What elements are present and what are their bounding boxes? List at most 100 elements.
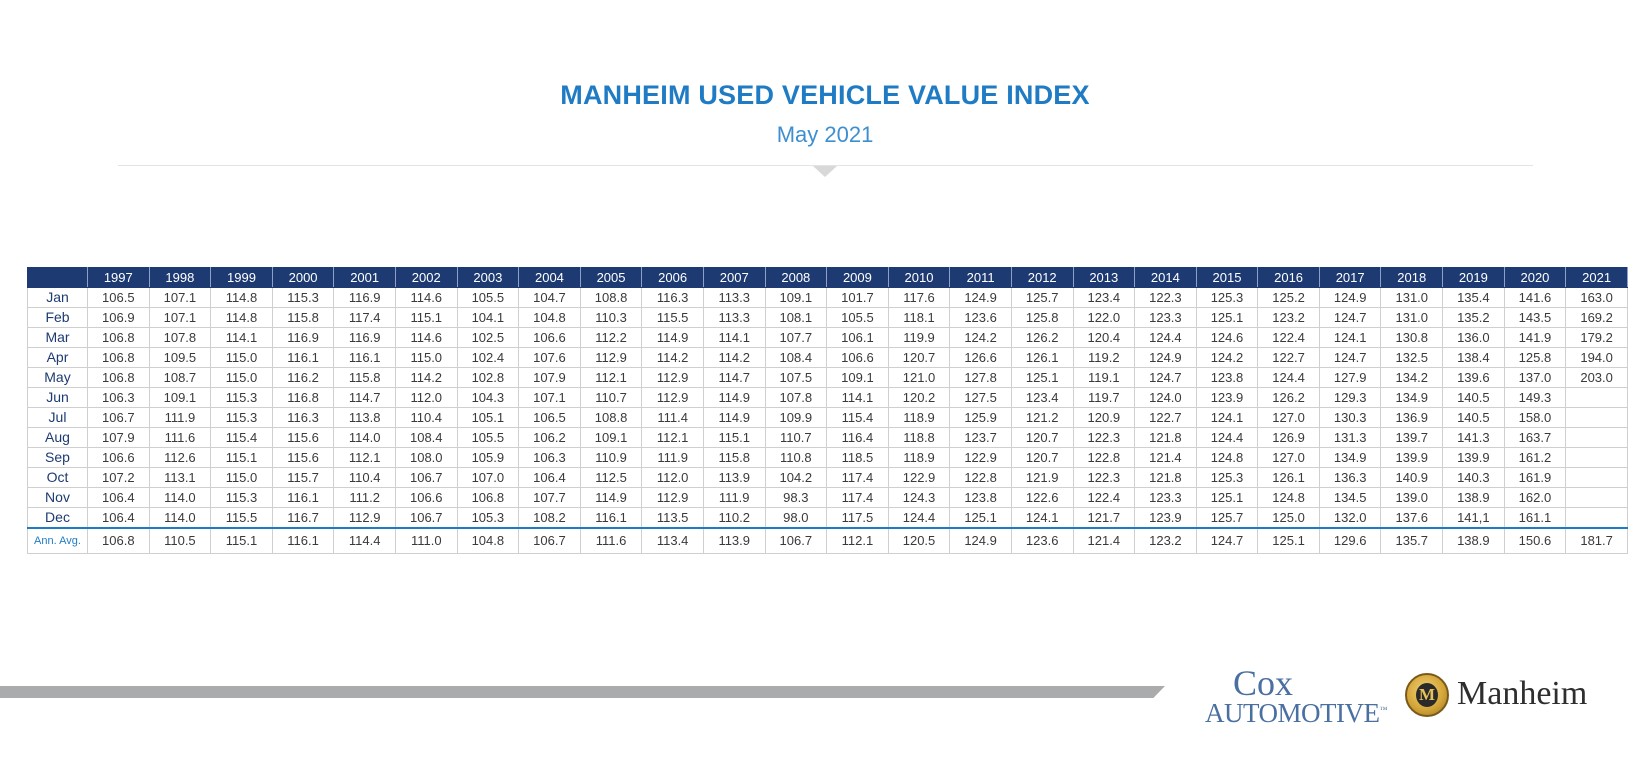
index-value-cell: 163.0: [1565, 287, 1628, 308]
index-value-cell: 102.5: [456, 327, 520, 348]
index-value-cell: 114.7: [333, 387, 396, 408]
index-value-cell: 110.4: [394, 407, 458, 428]
index-value-cell: 116.1: [579, 507, 643, 529]
index-value-cell: [1565, 387, 1628, 408]
index-value-cell: 139.6: [1442, 367, 1505, 388]
index-value-cell: 125.1: [1257, 527, 1320, 554]
index-value-cell: 140.5: [1442, 407, 1505, 428]
index-value-cell: 122.3: [1134, 287, 1197, 308]
table-row: Feb 106.9 107.1 114.8 115.8 117.4 115.1 104.1 10…: [27, 307, 1628, 328]
index-value-cell: 127.8: [949, 367, 1012, 388]
index-value-cell: 107.1: [518, 387, 581, 408]
index-value-cell: 116.1: [271, 487, 335, 508]
index-value-cell: 110.3: [579, 307, 643, 328]
index-value-cell: 134.9: [1380, 387, 1444, 408]
index-value-cell: 139.9: [1380, 447, 1444, 468]
index-value-cell: 110.8: [764, 447, 828, 468]
index-value-cell: 114.2: [394, 367, 458, 388]
index-value-cell: 124.1: [1318, 327, 1382, 348]
index-value-cell: 107.8: [764, 387, 828, 408]
index-value-cell: 112.6: [148, 447, 212, 468]
index-value-cell: 120.7: [887, 347, 951, 368]
index-value-cell: 127.9: [1318, 367, 1382, 388]
index-value-cell: 110.7: [764, 427, 828, 448]
index-value-cell: 112.9: [641, 487, 704, 508]
index-value-cell: 115.3: [210, 407, 273, 428]
index-value-cell: 116.8: [271, 387, 335, 408]
index-value-cell: 138.9: [1442, 527, 1505, 554]
index-value-cell: 115.4: [210, 427, 273, 448]
index-value-cell: 116.1: [271, 527, 335, 554]
index-value-cell: 104.8: [456, 527, 520, 554]
index-value-cell: 114.8: [210, 287, 273, 308]
index-value-cell: 120.7: [1010, 427, 1074, 448]
index-value-cell: 124.8: [1257, 487, 1320, 508]
index-value-cell: 111.9: [702, 487, 766, 508]
year-header-2007: 2007: [702, 267, 766, 288]
index-value-cell: 107.6: [518, 347, 581, 368]
year-header-2020: 2020: [1503, 267, 1567, 288]
index-value-cell: 109.1: [579, 427, 643, 448]
table-body: Jan 106.5 107.1 114.8 115.3 116.9 114.6 105.5 10…: [27, 287, 1628, 554]
index-value-cell: 111.4: [641, 407, 704, 428]
index-value-cell: 114.1: [826, 387, 889, 408]
index-value-cell: 113.5: [641, 507, 704, 529]
index-value-cell: 115.1: [210, 447, 273, 468]
index-value-cell: 114.4: [333, 527, 396, 554]
index-value-cell: 115.8: [702, 447, 766, 468]
index-value-cell: 125.1: [1010, 367, 1074, 388]
index-value-cell: 127.0: [1257, 447, 1320, 468]
index-value-cell: 130.8: [1380, 327, 1444, 348]
month-label: Jan: [27, 287, 88, 308]
index-value-cell: 126.1: [1257, 467, 1320, 488]
index-value-cell: 98.0: [764, 507, 828, 529]
index-value-cell: 106.8: [87, 327, 150, 348]
index-value-cell: 116.1: [271, 347, 335, 368]
month-label: Apr: [27, 347, 88, 368]
index-value-cell: 124.7: [1318, 347, 1382, 368]
index-value-cell: 194.0: [1565, 347, 1628, 368]
index-value-cell: 106.9: [87, 307, 150, 328]
index-value-cell: 106.7: [394, 467, 458, 488]
index-value-cell: 114.9: [579, 487, 643, 508]
page-subtitle: May 2021: [776, 122, 874, 147]
index-value-cell: 108.4: [764, 347, 828, 368]
index-value-cell: 115.5: [641, 307, 704, 328]
index-value-cell: 162.0: [1503, 487, 1567, 508]
index-value-cell: 112.1: [641, 427, 704, 448]
year-header-2021: 2021: [1565, 267, 1628, 288]
index-value-cell: 106.1: [826, 327, 889, 348]
index-value-cell: 106.5: [518, 407, 581, 428]
index-value-cell: 117.4: [826, 487, 889, 508]
index-value-cell: 107.2: [87, 467, 150, 488]
index-value-cell: 131.0: [1380, 307, 1444, 328]
year-header-2000: 2000: [271, 267, 335, 288]
year-header-2019: 2019: [1442, 267, 1505, 288]
index-value-cell: 123.3: [1134, 487, 1197, 508]
index-value-cell: 110.5: [148, 527, 212, 554]
index-value-cell: 114.0: [333, 427, 396, 448]
index-value-cell: 112.1: [579, 367, 643, 388]
index-value-cell: 114.9: [702, 387, 766, 408]
table-row: Sep 106.6 112.6 115.1 115.6 112.1 108.0 105.9 10…: [27, 447, 1628, 468]
year-header-row: 1997 1998 1999 2000 2001 2002 2003 2004 2005 2006…: [27, 267, 1628, 288]
cox-automotive-logo: Cox AUTOMOTIVE™: [1205, 663, 1387, 728]
index-value-cell: 149.3: [1503, 387, 1567, 408]
index-value-cell: 125.8: [1010, 307, 1074, 328]
index-value-cell: 118.1: [887, 307, 951, 328]
table-row: Oct 107.2 113.1 115.0 115.7 110.4 106.7 107.0 10…: [27, 467, 1628, 488]
index-value-cell: 138.9: [1442, 487, 1505, 508]
index-value-cell: 110.7: [579, 387, 643, 408]
index-value-cell: 123.4: [1072, 287, 1136, 308]
index-value-cell: 124.7: [1195, 527, 1259, 554]
index-value-cell: 123.8: [949, 487, 1012, 508]
index-value-cell: 124.9: [949, 527, 1012, 554]
year-header-2001: 2001: [333, 267, 396, 288]
table-row: Nov 106.4 114.0 115.3 116.1 111.2 106.6 106.8 10…: [27, 487, 1628, 508]
index-value-cell: 124.3: [887, 487, 951, 508]
index-value-cell: [1565, 427, 1628, 448]
index-value-cell: 125.1: [1195, 487, 1259, 508]
index-value-cell: 109.9: [764, 407, 828, 428]
index-value-cell: 115.3: [210, 487, 273, 508]
index-value-cell: 105.5: [456, 287, 520, 308]
